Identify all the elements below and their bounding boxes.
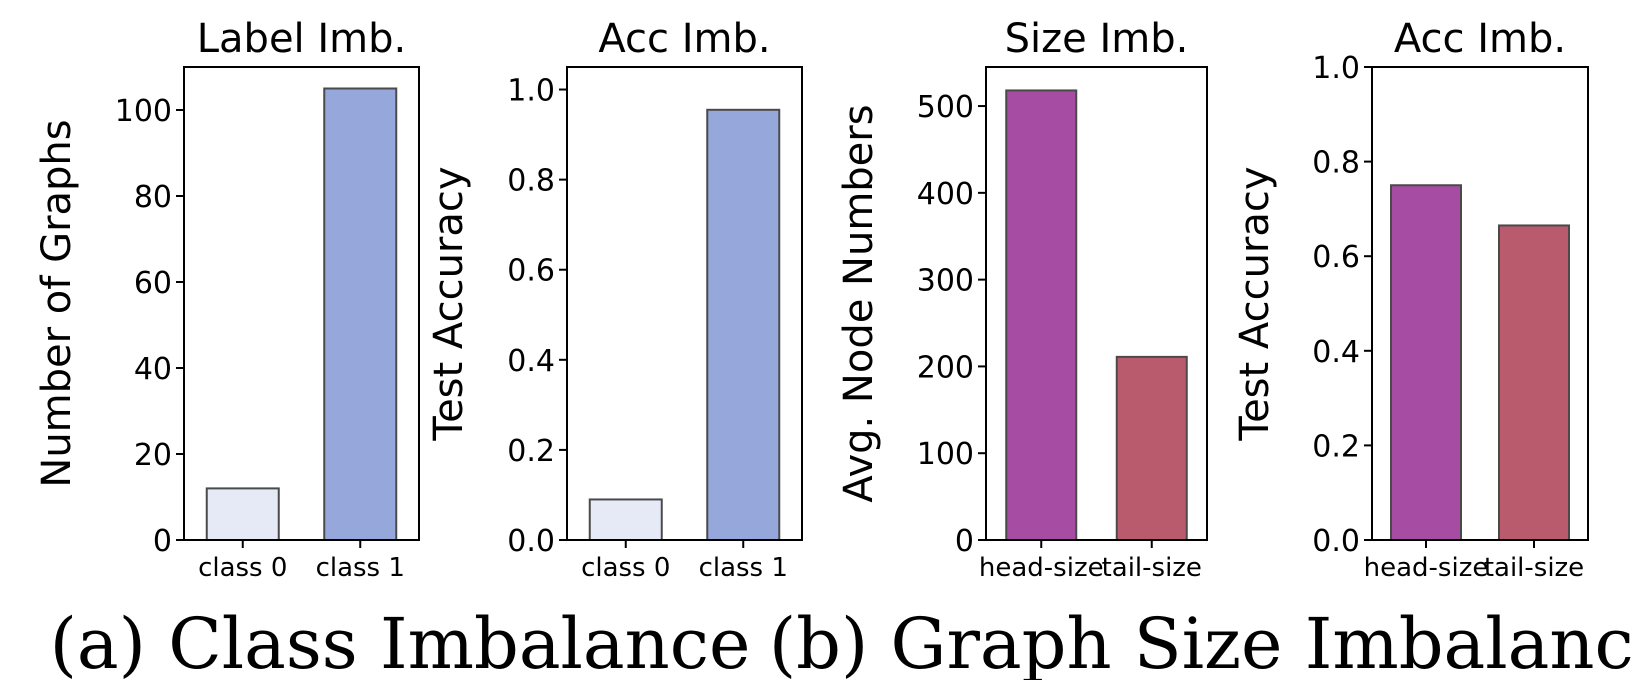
x-category-label: tail-size — [1102, 553, 1202, 583]
y-tick-label: 0.2 — [1312, 429, 1360, 464]
y-tick-label: 200 — [917, 350, 974, 385]
caption-class-imbalance: (a) Class Imbalance — [50, 603, 751, 680]
chart-title: Acc Imb. — [598, 16, 770, 62]
chart-title: Size Imb. — [1005, 16, 1189, 62]
x-category-label: head-size — [1364, 553, 1489, 583]
y-tick-label: 20 — [134, 438, 172, 473]
y-tick-label: 0.0 — [507, 524, 555, 559]
y-tick-label: 0.4 — [507, 344, 555, 379]
bar-class-1 — [323, 87, 398, 541]
x-category-label: class 0 — [198, 553, 287, 583]
y-tick-label: 100 — [115, 94, 172, 129]
bar-head-size — [1390, 184, 1462, 541]
x-category-label: class 1 — [316, 553, 405, 583]
y-tick-label: 500 — [917, 90, 974, 125]
y-tick-label: 0 — [153, 524, 172, 559]
y-tick-label: 0 — [955, 524, 974, 559]
y-tick-label: 0.6 — [507, 254, 555, 289]
x-category-label: class 1 — [699, 553, 788, 583]
bar-tail-size — [1498, 224, 1570, 542]
y-tick-label: 0.4 — [1312, 335, 1360, 370]
y-tick-label: 60 — [134, 266, 172, 301]
y-tick-label: 80 — [134, 180, 172, 215]
bar-class-1 — [706, 108, 781, 542]
chart-title: Label Imb. — [197, 16, 407, 62]
y-axis-label: Test Accuracy — [426, 166, 472, 441]
chart-title: Acc Imb. — [1394, 16, 1566, 62]
x-category-label: head-size — [979, 553, 1104, 583]
y-tick-label: 400 — [917, 177, 974, 212]
y-tick-label: 1.0 — [507, 74, 555, 109]
y-tick-label: 300 — [917, 264, 974, 299]
y-tick-label: 0.6 — [1312, 240, 1360, 275]
bar-head-size — [1005, 89, 1078, 542]
plot-frame — [1371, 66, 1589, 541]
y-tick-label: 0.8 — [1312, 146, 1360, 181]
plot-frame — [985, 66, 1208, 541]
chart-class-accuracy-imbalance: 0.0 0.2 0.4 0.6 0.8 1.0 class 0 class 1 Acc Imb.… — [426, 16, 803, 583]
y-tick-label: 100 — [917, 437, 974, 472]
y-tick-label: 0.0 — [1312, 524, 1360, 559]
caption-graph-size-imbalance: (b) Graph Size Imbalance — [769, 603, 1632, 680]
y-tick-label: 40 — [134, 352, 172, 387]
bar-tail-size — [1115, 355, 1188, 542]
plot-frame — [566, 66, 803, 541]
chart-label-imbalance: 0 20 40 60 80 100 class 0 class 1 Label Imb. Numb… — [34, 16, 420, 583]
x-category-label: tail-size — [1484, 553, 1584, 583]
bar-class-0 — [588, 498, 663, 542]
bar-class-0 — [205, 487, 280, 541]
plot-frame — [183, 66, 420, 541]
y-axis-label: Number of Graphs — [34, 119, 80, 487]
x-category-label: class 0 — [581, 553, 670, 583]
y-axis-label: Test Accuracy — [1232, 166, 1278, 441]
y-tick-label: 1.0 — [1312, 51, 1360, 86]
y-axis-label: Avg. Node Numbers — [836, 104, 882, 502]
y-tick-label: 0.8 — [507, 164, 555, 199]
y-tick-label: 0.2 — [507, 434, 555, 469]
